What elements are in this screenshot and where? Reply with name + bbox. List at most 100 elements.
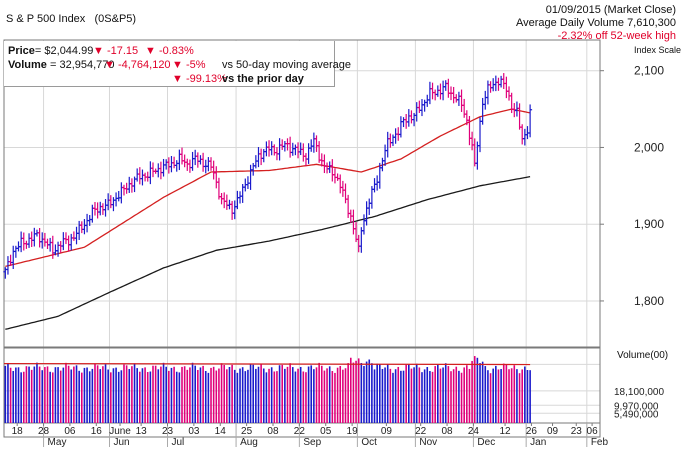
ma200-layer [5,175,531,330]
ohlc-bar [172,156,177,169]
volume-bar [199,367,202,423]
day-label: 16 [91,426,103,437]
volume-bar [28,366,30,423]
volume-ma-text: vs 50-day moving average [222,59,352,71]
ohlc-bar [478,117,483,153]
avg-volume-line: Average Daily Volume 7,610,300 [515,17,676,29]
ohlc-bar [446,78,451,98]
ohlc-bar [385,131,390,158]
ohlc-bar [119,182,124,204]
ohlc-bar [504,76,509,99]
axes-layer [3,39,604,447]
ohlc-bar [514,101,519,117]
ohlc-bar [367,198,372,215]
volume-pct-ma: ▼ -5% [172,59,206,71]
volume-bar [460,372,463,423]
volume-bar [307,366,310,423]
volume-bar [117,371,120,423]
day-label: 12 [499,426,511,437]
ohlc-bar [190,151,195,171]
volume-bar [434,366,436,423]
ohlc-bar [485,80,490,105]
ohlc-bar [435,85,440,97]
ohlc-bar [499,75,504,88]
volume-bar [297,368,299,423]
volume-bar [226,369,228,423]
ohlc-bar [430,82,435,100]
ohlc-bar [116,191,121,202]
volume-bar [344,368,347,423]
volume-bar [320,365,323,423]
ohlc-bar [272,144,277,156]
volume-bar [294,371,297,423]
volume-bar [144,367,146,423]
ohlc-layer [3,73,533,279]
volume-bar [94,363,96,423]
volume-bar [516,369,518,423]
ohlc-bar [483,90,488,110]
price-tick-label: 2,100 [634,64,664,78]
volume-bar [9,367,12,423]
volume-bar [123,364,125,423]
volume-bar [368,359,371,423]
ohlc-bar [100,203,105,215]
volume-bar [17,367,20,423]
volume-bar [518,373,521,423]
volume-bar [365,361,368,423]
volume-bar [181,366,183,423]
tick-labels: 2,100 2,000 1,900 1,800 18,100,000 9,970,0005… [12,64,665,448]
ohlc-bar [90,204,95,223]
volume-bar [36,362,38,423]
volume-bar [397,366,400,423]
volume-bar [207,372,210,423]
ohlc-bar [427,81,432,105]
volume-bar [386,364,389,423]
volume-bar [133,363,136,423]
off-high-line: -2.32% off 52-week high [557,30,676,42]
volume-bar [508,369,510,423]
volume-bar [442,367,444,423]
ohlc-bar [501,73,506,89]
month-label: Dec [477,437,495,448]
volume-pct-prior: ▼ -99.13% [172,73,227,85]
volume-bar [384,367,386,423]
day-label: 23 [571,426,583,437]
index-scale-label: Index Scale [634,45,682,55]
volume-bar [405,364,407,423]
volume-bar [194,365,196,423]
volume-bar [223,364,226,423]
volume-bar [473,356,476,423]
volume-bar [204,371,207,423]
volume-bar [75,365,78,423]
volume-bar [86,367,88,423]
volume-layer [3,356,531,423]
price-tick-label: 1,900 [634,217,664,231]
day-label: 08 [267,426,279,437]
volume-bar [394,369,397,423]
volume-bar [521,369,524,423]
day-label: 09 [547,426,559,437]
ohlc-bar [66,235,71,252]
volume-bar [476,357,479,423]
index-symbol: (0S&P5) [94,13,137,25]
ohlc-bar [174,160,179,172]
day-label: 13 [136,426,148,437]
ohlc-bar [325,162,330,174]
ohlc-bar [528,104,533,138]
volume-bar [524,366,526,423]
volume-bar [210,367,212,423]
volume-bar [284,368,286,423]
day-label: 22 [294,426,306,437]
volume-bar [247,369,249,423]
volume-bar [529,370,531,423]
volume-bar [363,366,365,423]
ohlc-bar [21,232,26,251]
volume-bar [257,366,260,423]
volume-bar [20,372,22,423]
ohlc-bar [69,233,74,251]
ohlc-bar [209,157,214,171]
volume-bar [25,366,28,423]
volume-bar [49,371,51,423]
volume-bar [281,364,284,423]
ohlc-bar [114,192,119,207]
